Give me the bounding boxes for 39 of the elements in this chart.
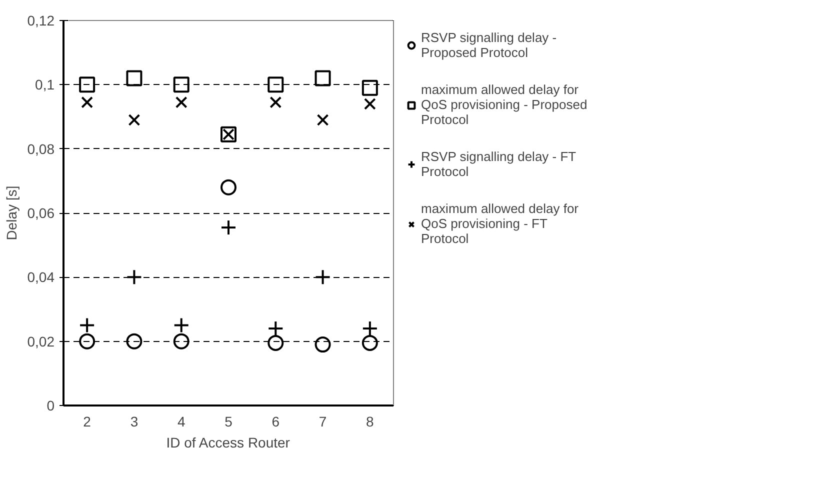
point — [314, 70, 331, 86]
point — [79, 333, 96, 350]
point — [316, 114, 329, 126]
y-axis-title: Delay [s] — [3, 186, 20, 240]
point — [268, 76, 284, 93]
point — [270, 96, 282, 108]
y-tick-label: 0,1 — [35, 76, 55, 93]
point — [81, 96, 94, 108]
x-tick-label: 8 — [366, 414, 374, 430]
y-tick-label: 0,12 — [27, 12, 55, 28]
x-axis-title: ID of Access Router — [166, 434, 290, 450]
legend-label: RSVP signalling delay - Proposed Protocol — [421, 30, 557, 60]
y-tick-label: 0,06 — [27, 205, 55, 221]
x-tick-label: 4 — [177, 414, 186, 430]
legend-label: maximum allowed delay for QoS provisioning - FT Protocol — [421, 201, 579, 246]
legend-label: maximum allowed delay for QoS provisioning - Proposed Protocol — [421, 82, 588, 127]
point — [314, 336, 331, 353]
x-tick-label: 5 — [224, 414, 233, 430]
y-tick-label: 0,08 — [27, 140, 55, 157]
x-tick-label: 3 — [130, 414, 138, 430]
point — [173, 333, 190, 350]
point — [220, 179, 236, 196]
point — [173, 76, 190, 93]
x-tick-label: 6 — [272, 414, 280, 430]
y-tick-label: 0,04 — [27, 269, 55, 286]
point — [362, 80, 378, 96]
point — [268, 334, 284, 351]
x-tick-label: 2 — [83, 414, 92, 430]
legend-label: RSVP signalling delay - FT Protocol — [421, 149, 576, 179]
point — [362, 334, 378, 351]
x-tick-label: 7 — [318, 414, 327, 430]
point — [79, 76, 96, 93]
y-tick-label: 0 — [46, 398, 55, 414]
point — [128, 114, 140, 126]
point — [175, 96, 188, 108]
point — [126, 70, 142, 86]
point — [364, 98, 376, 110]
y-tick-label: 0,02 — [27, 333, 55, 350]
point — [126, 333, 142, 350]
